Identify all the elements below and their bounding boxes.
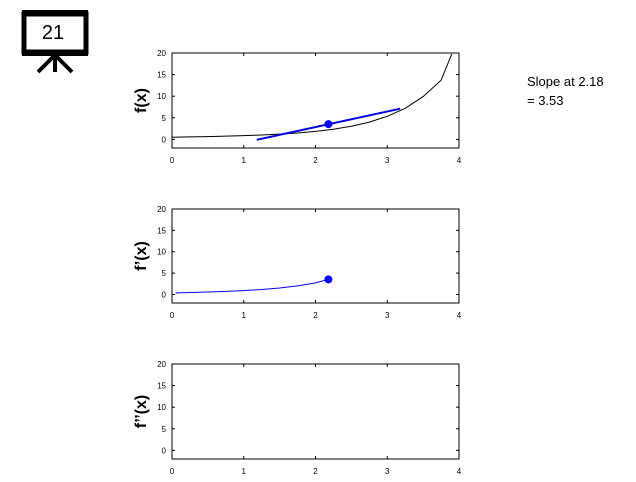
plot-1-axes-box [171,52,460,149]
y-tick-label: 0 [162,446,167,455]
y-tick-label: 15 [157,226,166,235]
y-tick-label: 20 [157,360,166,369]
plot-2-ylabel: f’(x) [133,241,150,271]
x-tick-label: 4 [457,467,462,476]
y-tick-label: 15 [157,71,166,80]
point-marker [324,275,333,284]
y-tick-label: 5 [162,114,167,123]
y-tick-label: 10 [157,92,166,101]
slope-annotation: Slope at 2.18 = 3.53 [527,72,627,110]
y-tick-label: 20 [157,49,166,58]
plot-2-axes-box [171,208,460,304]
x-tick-label: 3 [385,156,390,165]
curve-series [171,53,453,138]
slope-annotation-line-1: Slope at 2.18 [527,74,604,89]
plot-1-ylabel: f(x) [133,88,150,113]
x-tick-label: 1 [242,311,247,320]
x-tick-label: 3 [385,467,390,476]
x-tick-label: 0 [170,156,175,165]
y-tick-label: 10 [157,248,166,257]
derivative-series [175,278,329,294]
y-tick-label: 0 [162,290,167,299]
point-marker [324,120,333,129]
x-tick-label: 1 [242,156,247,165]
x-tick-label: 0 [170,311,175,320]
y-tick-label: 10 [157,403,166,412]
x-tick-label: 2 [313,311,318,320]
plot-3-ylabel: f’’(x) [133,395,150,428]
y-tick-label: 5 [162,269,167,278]
y-tick-label: 5 [162,425,167,434]
y-tick-label: 15 [157,382,166,391]
y-tick-label: 0 [162,135,167,144]
slope-annotation-line-2: = 3.53 [527,93,564,108]
x-tick-label: 2 [313,156,318,165]
x-tick-label: 4 [457,311,462,320]
x-tick-label: 1 [242,467,247,476]
slide-number: 21 [41,22,65,44]
x-tick-label: 3 [385,311,390,320]
x-tick-label: 0 [170,467,175,476]
plot-3-axes-box [171,363,460,460]
y-tick-label: 20 [157,205,166,214]
presentation-board-icon [21,10,89,74]
x-tick-label: 4 [457,156,462,165]
x-tick-label: 2 [313,467,318,476]
